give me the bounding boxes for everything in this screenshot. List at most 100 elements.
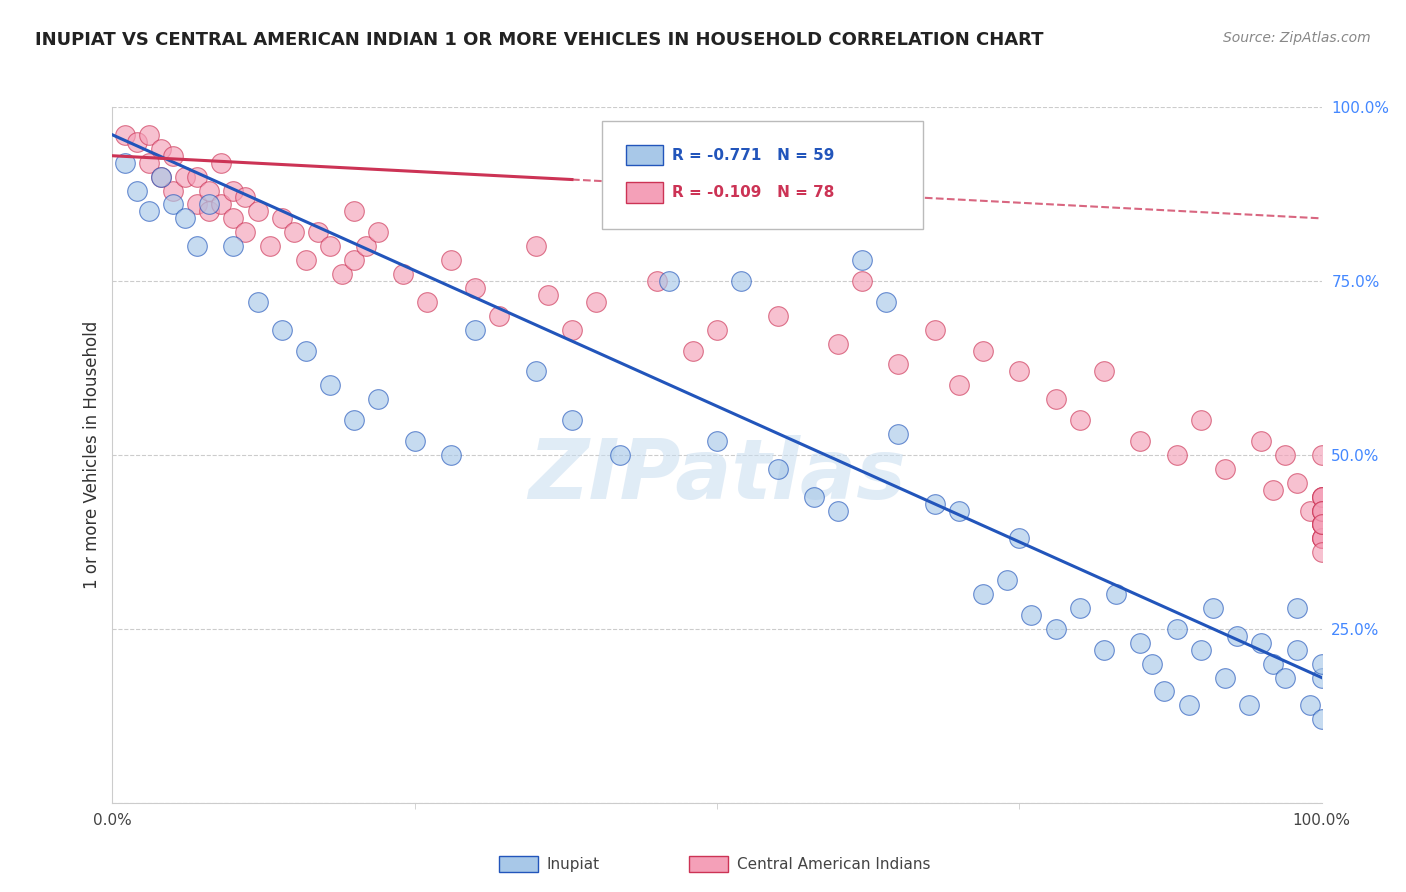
Point <box>524 239 547 253</box>
Point <box>259 239 281 253</box>
Point <box>1310 503 1333 517</box>
Point <box>1310 532 1333 546</box>
Point <box>162 149 184 163</box>
Point <box>367 225 389 239</box>
Point <box>1310 671 1333 685</box>
Point <box>803 490 825 504</box>
Point <box>1286 642 1309 657</box>
Point <box>295 253 318 268</box>
Point <box>1021 607 1043 622</box>
Point <box>235 190 257 204</box>
Point <box>174 211 197 226</box>
Point <box>343 413 366 427</box>
Text: Inupiat: Inupiat <box>547 857 600 871</box>
Point <box>1142 657 1164 671</box>
Point <box>1310 490 1333 504</box>
Point <box>1250 636 1272 650</box>
Point <box>319 239 342 253</box>
Point <box>1237 698 1260 713</box>
Text: INUPIAT VS CENTRAL AMERICAN INDIAN 1 OR MORE VEHICLES IN HOUSEHOLD CORRELATION C: INUPIAT VS CENTRAL AMERICAN INDIAN 1 OR … <box>35 31 1043 49</box>
Point <box>391 267 413 281</box>
Point <box>1166 622 1188 636</box>
Point <box>1310 517 1333 532</box>
Point <box>162 184 184 198</box>
Point <box>174 169 197 184</box>
Point <box>270 323 292 337</box>
Point <box>330 267 353 281</box>
Point <box>222 239 245 253</box>
Point <box>827 336 849 351</box>
Point <box>343 204 366 219</box>
Point <box>1310 657 1333 671</box>
Point <box>585 294 607 309</box>
Point <box>440 253 463 268</box>
Point <box>235 225 257 239</box>
Point <box>138 155 160 169</box>
Point <box>706 434 728 448</box>
Point <box>295 343 318 358</box>
Point <box>1105 587 1128 601</box>
Point <box>356 239 378 253</box>
Point <box>246 204 269 219</box>
Point <box>1310 448 1333 462</box>
Point <box>440 448 463 462</box>
Point <box>875 294 897 309</box>
Point <box>186 239 208 253</box>
Point <box>1310 545 1333 559</box>
Point <box>1310 517 1333 532</box>
Point <box>1069 601 1091 615</box>
Point <box>209 197 232 211</box>
Text: ZIPatlas: ZIPatlas <box>529 435 905 516</box>
Point <box>1129 636 1152 650</box>
Point <box>125 135 148 149</box>
Point <box>1310 532 1333 546</box>
Point <box>1153 684 1175 698</box>
Point <box>1263 483 1285 497</box>
Point <box>1213 671 1236 685</box>
Point <box>149 169 172 184</box>
Point <box>198 184 221 198</box>
Point <box>766 309 789 323</box>
Point <box>464 281 486 295</box>
Point <box>114 128 136 142</box>
Text: R = -0.109   N = 78: R = -0.109 N = 78 <box>672 186 835 200</box>
Point <box>524 364 547 378</box>
Point <box>1008 364 1031 378</box>
Point <box>887 427 910 442</box>
Point <box>948 378 970 392</box>
FancyBboxPatch shape <box>602 121 922 229</box>
Point <box>1226 629 1249 643</box>
Point <box>1250 434 1272 448</box>
Point <box>283 225 305 239</box>
Point <box>464 323 486 337</box>
Point <box>367 392 389 407</box>
Point <box>706 323 728 337</box>
Point <box>149 142 172 156</box>
Point <box>1310 503 1333 517</box>
Point <box>1166 448 1188 462</box>
Point <box>1189 642 1212 657</box>
Point <box>138 128 160 142</box>
Point <box>125 184 148 198</box>
Point <box>198 197 221 211</box>
Point <box>1310 517 1333 532</box>
Point <box>851 253 873 268</box>
Point <box>561 413 583 427</box>
Point <box>222 211 245 226</box>
Point <box>1298 503 1320 517</box>
Point <box>851 274 873 288</box>
Point <box>887 358 910 372</box>
Point <box>1310 532 1333 546</box>
Point <box>1189 413 1212 427</box>
Point <box>222 184 245 198</box>
Point <box>343 253 366 268</box>
Point <box>114 155 136 169</box>
Bar <box>626 182 662 203</box>
Bar <box>626 145 662 166</box>
Point <box>1274 671 1296 685</box>
Point <box>948 503 970 517</box>
Point <box>1263 657 1285 671</box>
Point <box>1274 448 1296 462</box>
Y-axis label: 1 or more Vehicles in Household: 1 or more Vehicles in Household <box>83 321 101 589</box>
Point <box>488 309 510 323</box>
